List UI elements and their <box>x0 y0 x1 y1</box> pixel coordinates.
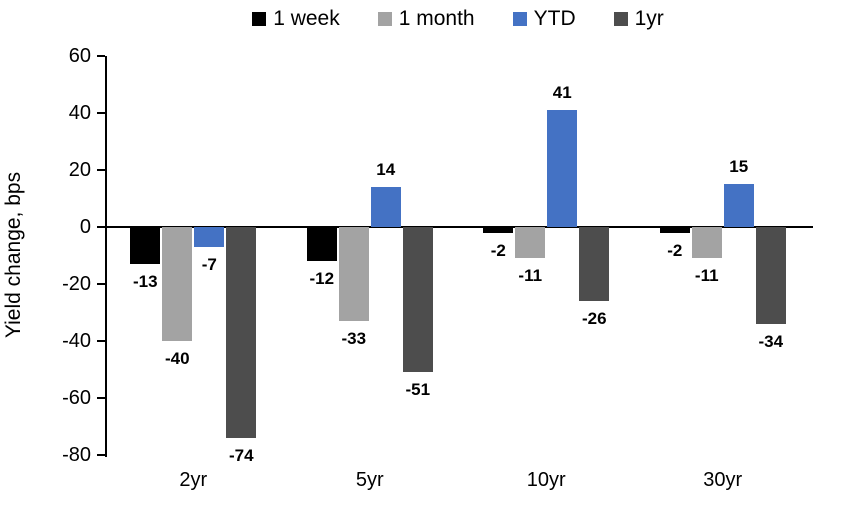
bar-1-week-5yr <box>306 227 337 262</box>
legend-item-1-month: 1 month <box>377 7 475 30</box>
y-axis-tick-label: -80 <box>62 444 91 466</box>
bar-value-label: -74 <box>228 445 254 465</box>
x-axis-category-label: 30yr <box>703 469 743 491</box>
y-axis-tick-mark <box>97 454 105 456</box>
bar-value-label: -26 <box>581 309 607 329</box>
bar-value-label: 14 <box>376 160 396 180</box>
y-axis-tick-label: 40 <box>68 102 91 124</box>
bar-value-label: 41 <box>552 83 572 103</box>
legend-swatch-icon <box>252 11 267 26</box>
bar-1-month-10yr <box>515 227 546 259</box>
bar-1-month-5yr <box>338 227 369 322</box>
bar-value-label: -51 <box>405 380 431 400</box>
y-axis-tick-mark <box>97 112 105 114</box>
bar-1-month-2yr <box>162 227 193 341</box>
y-axis-tick-mark <box>97 340 105 342</box>
legend-swatch-icon <box>512 11 527 26</box>
y-axis-tick-label: -40 <box>62 330 91 352</box>
y-axis-tick-mark <box>97 397 105 399</box>
bar-value-label: -11 <box>694 266 719 286</box>
bar-value-label: -11 <box>518 266 543 286</box>
y-axis-tick-label: 20 <box>68 159 91 181</box>
bar-1-month-30yr <box>691 227 722 259</box>
bar-ytd-30yr <box>723 184 754 227</box>
y-axis-tick-mark <box>97 55 105 57</box>
legend-item-1-week: 1 week <box>252 8 340 29</box>
legend-swatch-icon <box>613 11 628 26</box>
y-axis-tick-label: 0 <box>79 216 91 238</box>
bar-ytd-5yr <box>370 187 401 227</box>
y-axis-tick-label: 60 <box>68 45 91 67</box>
legend-swatch-icon <box>377 11 392 26</box>
legend-item-1yr: 1yr <box>613 7 664 30</box>
bar-value-label: -2 <box>667 240 683 260</box>
bar-1yr-30yr <box>755 227 786 324</box>
legend-item-ytd: YTD <box>512 7 576 30</box>
y-axis-line <box>105 56 107 457</box>
bar-1yr-10yr <box>579 227 610 302</box>
bar-1-week-30yr <box>659 227 690 233</box>
bar-value-label: -12 <box>309 269 335 289</box>
x-axis-zero-line <box>105 226 813 228</box>
legend-label: 1 month <box>398 7 475 30</box>
bar-value-label: -40 <box>164 349 190 368</box>
x-axis-category-label: 5yr <box>355 469 384 491</box>
bar-value-label: 15 <box>729 157 749 177</box>
y-axis-tick-label: -20 <box>62 273 91 295</box>
bar-value-label: -2 <box>490 240 506 260</box>
bar-value-label: -13 <box>132 272 158 292</box>
bar-value-label: -33 <box>341 329 367 349</box>
bar-1-week-2yr <box>130 227 161 265</box>
bar-1-week-10yr <box>483 227 514 233</box>
bar-ytd-2yr <box>194 227 225 247</box>
y-axis-tick-mark <box>97 169 105 171</box>
bar-value-label: -7 <box>201 254 217 274</box>
y-axis-tick-mark <box>97 226 105 228</box>
bar-value-label: -34 <box>758 331 784 351</box>
chart-legend: 1 week 1 month YTD 1yr <box>105 8 811 29</box>
legend-label: YTD <box>533 7 576 30</box>
bar-1yr-5yr <box>402 227 433 373</box>
x-axis-category-label: 10yr <box>526 469 566 491</box>
legend-label: 1yr <box>634 7 664 30</box>
x-axis-category-label: 2yr <box>179 469 208 491</box>
y-axis-title: Yield change, bps <box>2 171 25 339</box>
legend-label: 1 week <box>273 7 340 30</box>
y-axis-tick-label: -60 <box>62 387 91 409</box>
bar-ytd-10yr <box>547 110 578 227</box>
bar-1yr-2yr <box>226 227 257 438</box>
y-axis-tick-mark <box>97 283 105 285</box>
